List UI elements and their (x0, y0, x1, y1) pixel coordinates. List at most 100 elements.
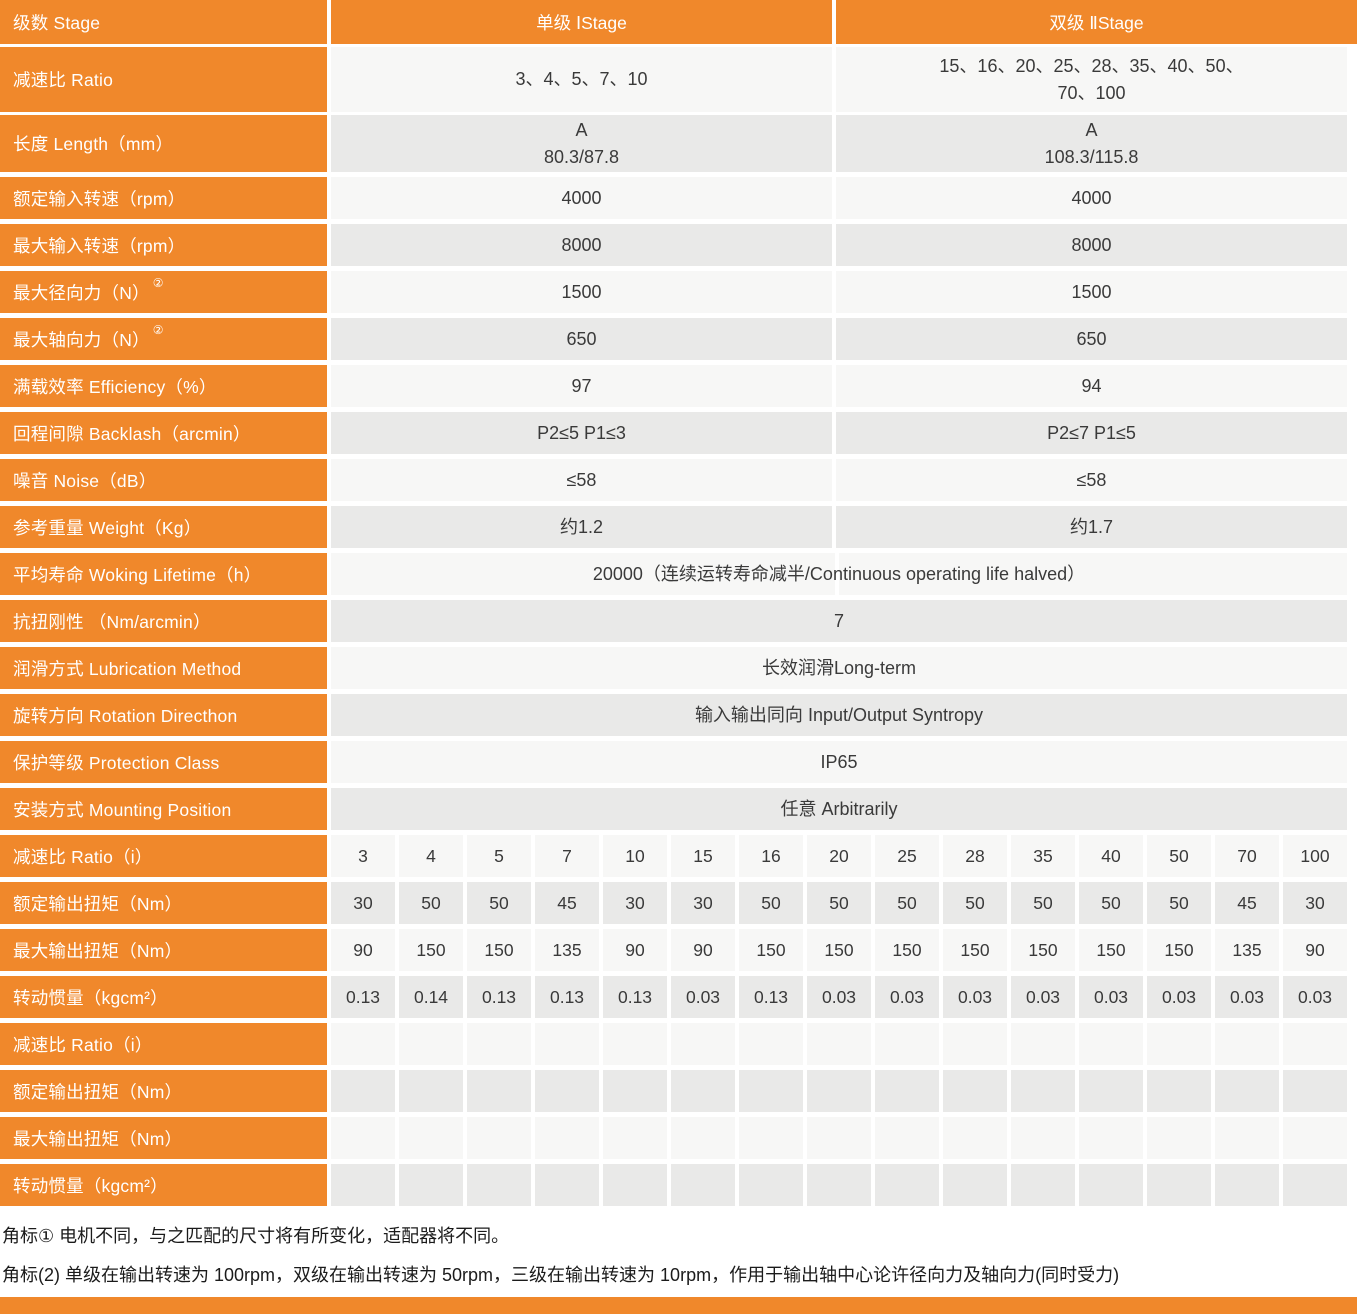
ratio-value-cell: 0.13 (603, 976, 667, 1018)
row-label-text: 最大径向力（N） (13, 282, 150, 303)
row-label-text: 旋转方向 Rotation Directhon (13, 705, 238, 726)
row-label-text: 减速比 Ratio（i） (13, 846, 153, 867)
footnote-ref-superscript: ② (152, 323, 164, 337)
spec-row: 减速比 Ratio 3、4、5、7、10 15、16、20、25、28、35、40、… (0, 47, 1357, 112)
row-label: 抗扭刚性 （Nm/arcmin） (0, 600, 327, 642)
footnotes: 角标① 电机不同，与之匹配的尺寸将有所变化，适配器将不同。 角标(2) 单级在输… (0, 1211, 1357, 1287)
spec-value-cell: 1500 (331, 271, 832, 313)
spec-value-line: 15、16、20、25、28、35、40、50、 (939, 55, 1244, 76)
spec-value-line: A (1085, 119, 1098, 140)
spec-row: 最大径向力（N） ② 1500 1500 (0, 271, 1357, 313)
ratio-value-cell (535, 1117, 599, 1159)
ratio-value-cell: 0.03 (1283, 976, 1347, 1018)
ratio-value-cell: 5 (467, 835, 531, 877)
ratio-value-cell: 0.14 (399, 976, 463, 1018)
table-header-row: 级数 Stage 单级 ⅠStage 双级 ⅡStage (0, 0, 1357, 44)
row-label: 减速比 Ratio（i） (0, 835, 327, 877)
row-label-text: 转动惯量（kgcm²） (13, 1175, 168, 1196)
spec-row: 保护等级 Protection Class IP65 (0, 741, 1357, 783)
spec-value-cell: ≤58 (331, 459, 832, 501)
ratio-value-cell (467, 1164, 531, 1206)
ratio-value-cell: 10 (603, 835, 667, 877)
spec-value-line: 任意 Arbitrarily (780, 798, 898, 819)
spec-row: 安装方式 Mounting Position 任意 Arbitrarily (0, 788, 1357, 830)
ratio-value-cell (739, 1023, 803, 1065)
spec-value-line: 3、4、5、7、10 (515, 69, 648, 89)
row-label: 满载效率 Efficiency（%） (0, 365, 327, 407)
row-label-text: 噪音 Noise（dB） (13, 470, 157, 491)
spec-value-span: 长效润滑Long-term (331, 647, 1347, 689)
spec-value-span: 20000（连续运转寿命减半/Continuous operating life… (331, 553, 1347, 595)
ratio-value-cell: 30 (671, 882, 735, 924)
row-label-text: 保护等级 Protection Class (13, 752, 220, 773)
ratio-value-cell (1215, 1164, 1279, 1206)
ratio-value-cell (875, 1070, 939, 1112)
row-label-text: 润滑方式 Lubrication Method (13, 658, 242, 679)
ratio-value-cell (807, 1164, 871, 1206)
spec-value-cell: 8000 (331, 224, 832, 266)
spec-value-line: 108.3/115.8 (1044, 146, 1139, 167)
spec-value-cell: 15、16、20、25、28、35、40、50、 70、100 (836, 47, 1347, 112)
row-label-text: 安装方式 Mounting Position (13, 799, 232, 820)
ratio-value-cell: 0.03 (671, 976, 735, 1018)
ratio-value-cell: 50 (399, 882, 463, 924)
row-label: 保护等级 Protection Class (0, 741, 327, 783)
row-label: 最大轴向力（N） ② (0, 318, 327, 360)
ratio-value-cell (535, 1164, 599, 1206)
ratio-row: 额定输出扭矩（Nm） 30 50 50 45 30 30 50 50 50 50 50 50 50 45 30 (0, 882, 1357, 924)
ratio-value-cell: 150 (399, 929, 463, 971)
ratio-value-cell: 35 (1011, 835, 1075, 877)
spec-row: 旋转方向 Rotation Directhon 输入输出同向 Input/Outp… (0, 694, 1357, 736)
spec-value-cell: A 80.3/87.8 (331, 115, 832, 172)
header-single-stage: 单级 ⅠStage (331, 0, 832, 44)
row-label-text: 额定输出扭矩（Nm） (13, 893, 183, 914)
spec-row: 平均寿命 Woking Lifetime（h） 20000（连续运转寿命减半/Co… (0, 553, 1357, 595)
spec-value-line: ≤58 (566, 469, 597, 490)
spec-value-line: 约1.7 (1069, 516, 1114, 537)
ratio-value-cell: 150 (1011, 929, 1075, 971)
spec-value-cell: 4000 (836, 177, 1347, 219)
ratio-value-cell: 0.03 (1215, 976, 1279, 1018)
ratio-value-cell: 25 (875, 835, 939, 877)
ratio-value-cell (1215, 1117, 1279, 1159)
ratio-value-cell (671, 1070, 735, 1112)
spec-value-cell: 1500 (836, 271, 1347, 313)
ratio-value-cell (807, 1117, 871, 1159)
spec-value-line: 约1.2 (559, 516, 604, 537)
ratio-value-cell (1079, 1117, 1143, 1159)
footnote-1: 角标① 电机不同，与之匹配的尺寸将有所变化，适配器将不同。 (2, 1226, 510, 1246)
row-label: 转动惯量（kgcm²） (0, 976, 327, 1018)
ratio-value-cell (399, 1164, 463, 1206)
ratio-value-cell (943, 1164, 1007, 1206)
spec-value-line: 94 (1081, 375, 1102, 396)
row-label: 参考重量 Weight（Kg） (0, 506, 327, 548)
ratio-value-cell: 40 (1079, 835, 1143, 877)
ratio-value-cell (1283, 1117, 1347, 1159)
header-double-stage: 双级 ⅡStage (836, 0, 1357, 44)
ratio-value-cell (1147, 1117, 1211, 1159)
spec-row: 噪音 Noise（dB） ≤58 ≤58 (0, 459, 1357, 501)
ratio-value-cell: 90 (671, 929, 735, 971)
spec-value-cell: 约1.7 (836, 506, 1347, 548)
ratio-value-cell (739, 1164, 803, 1206)
ratio-value-cell (399, 1117, 463, 1159)
ratio-value-cell (1283, 1164, 1347, 1206)
ratio-value-cell: 4 (399, 835, 463, 877)
ratio-value-cell: 0.03 (875, 976, 939, 1018)
spec-row: 抗扭刚性 （Nm/arcmin） 7 (0, 600, 1357, 642)
ratio-value-cell (467, 1023, 531, 1065)
ratio-value-cell (1147, 1070, 1211, 1112)
ratio-value-cell: 45 (535, 882, 599, 924)
ratio-value-cell (603, 1164, 667, 1206)
ratio-value-cell (1147, 1023, 1211, 1065)
spec-value-line: 650 (566, 328, 597, 349)
footnote-2: 角标(2) 单级在输出转速为 100rpm，双级在输出转速为 50rpm，三级在… (2, 1265, 1120, 1285)
spec-value-line: P2≤7 P1≤5 (1047, 422, 1136, 443)
ratio-value-cell: 50 (875, 882, 939, 924)
ratio-value-cell (399, 1023, 463, 1065)
spec-value-span: 7 (331, 600, 1347, 642)
row-label: 长度 Length（mm） (0, 115, 327, 172)
ratio-value-cell (1011, 1023, 1075, 1065)
spec-value-line: A (575, 119, 588, 140)
row-label-text: 最大输出扭矩（Nm） (13, 940, 183, 961)
